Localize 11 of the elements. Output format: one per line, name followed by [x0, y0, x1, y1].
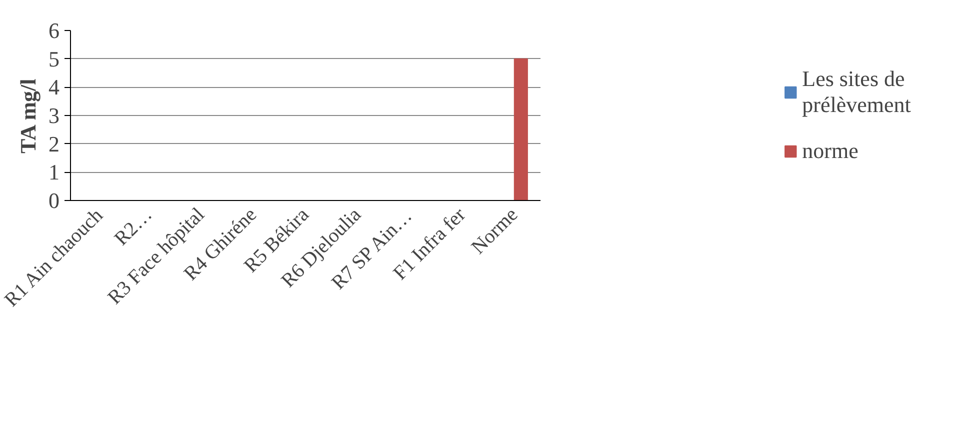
y-tick-label: 6 — [48, 18, 60, 43]
y-tick-label: 2 — [48, 131, 60, 156]
y-tick-label: 1 — [48, 160, 60, 185]
y-tick-label: 3 — [48, 103, 60, 128]
y-tick-label: 0 — [48, 188, 60, 213]
y-tick-label: 4 — [48, 74, 60, 100]
y-tick-label: 5 — [48, 46, 60, 72]
legend-label: norme — [802, 138, 858, 164]
y-axis-title: TA mg/l — [16, 78, 40, 154]
x-tick-label: R2… — [110, 204, 157, 250]
legend-label: Les sites de prélèvement — [802, 66, 911, 118]
